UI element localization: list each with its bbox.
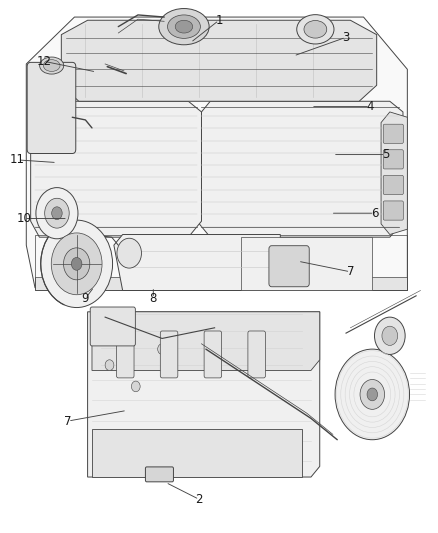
Ellipse shape bbox=[297, 15, 334, 44]
Ellipse shape bbox=[159, 9, 209, 45]
Text: 7: 7 bbox=[346, 265, 354, 278]
Circle shape bbox=[45, 198, 69, 228]
Ellipse shape bbox=[304, 20, 327, 38]
Text: 12: 12 bbox=[36, 55, 51, 68]
Text: 11: 11 bbox=[10, 154, 25, 166]
Text: 2: 2 bbox=[195, 493, 203, 506]
FancyBboxPatch shape bbox=[248, 331, 265, 378]
FancyBboxPatch shape bbox=[383, 124, 403, 143]
Circle shape bbox=[105, 360, 114, 370]
Ellipse shape bbox=[167, 15, 200, 38]
FancyBboxPatch shape bbox=[383, 150, 403, 169]
Ellipse shape bbox=[39, 57, 64, 74]
FancyBboxPatch shape bbox=[204, 331, 222, 378]
Polygon shape bbox=[381, 112, 407, 235]
Text: 7: 7 bbox=[64, 415, 72, 427]
Text: 9: 9 bbox=[81, 292, 89, 305]
Circle shape bbox=[114, 322, 123, 333]
Polygon shape bbox=[92, 312, 320, 370]
Circle shape bbox=[335, 349, 410, 440]
Polygon shape bbox=[26, 17, 407, 290]
Polygon shape bbox=[197, 101, 403, 237]
Polygon shape bbox=[241, 237, 372, 290]
Circle shape bbox=[41, 220, 113, 308]
Circle shape bbox=[158, 344, 166, 354]
Polygon shape bbox=[35, 277, 407, 290]
Polygon shape bbox=[114, 235, 280, 290]
Circle shape bbox=[367, 388, 378, 401]
Text: 4: 4 bbox=[366, 100, 374, 113]
Text: 3: 3 bbox=[343, 31, 350, 44]
Ellipse shape bbox=[43, 60, 60, 71]
FancyBboxPatch shape bbox=[160, 331, 178, 378]
FancyBboxPatch shape bbox=[383, 201, 403, 220]
Polygon shape bbox=[31, 101, 201, 237]
FancyBboxPatch shape bbox=[117, 331, 134, 378]
Polygon shape bbox=[88, 312, 320, 477]
Circle shape bbox=[382, 326, 398, 345]
Text: 6: 6 bbox=[371, 207, 378, 220]
Text: 8: 8 bbox=[150, 292, 157, 305]
Polygon shape bbox=[92, 429, 302, 477]
Circle shape bbox=[131, 381, 140, 392]
FancyBboxPatch shape bbox=[27, 62, 76, 154]
Circle shape bbox=[117, 238, 141, 268]
Ellipse shape bbox=[175, 20, 193, 33]
FancyBboxPatch shape bbox=[145, 467, 173, 482]
FancyBboxPatch shape bbox=[90, 307, 135, 346]
Text: 5: 5 bbox=[382, 148, 389, 161]
Circle shape bbox=[374, 317, 405, 354]
Circle shape bbox=[51, 233, 102, 295]
FancyBboxPatch shape bbox=[269, 246, 309, 287]
Circle shape bbox=[52, 207, 62, 220]
Circle shape bbox=[64, 248, 90, 280]
Circle shape bbox=[71, 257, 82, 270]
Polygon shape bbox=[61, 20, 377, 101]
Text: 10: 10 bbox=[17, 212, 32, 225]
Circle shape bbox=[360, 379, 385, 409]
Circle shape bbox=[36, 188, 78, 239]
Text: 1: 1 bbox=[215, 14, 223, 27]
FancyBboxPatch shape bbox=[383, 175, 403, 195]
